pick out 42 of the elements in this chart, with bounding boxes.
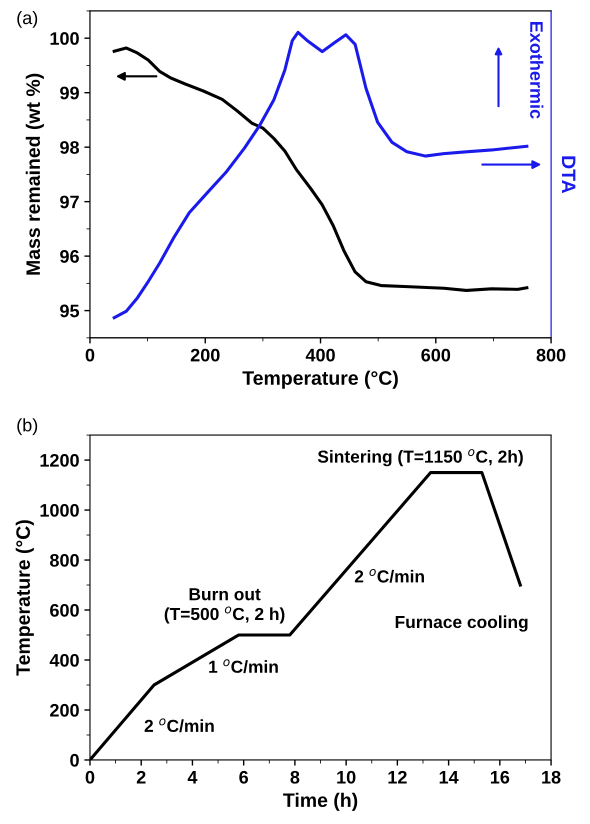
x-tick-label: 14 bbox=[440, 771, 459, 784]
x-axis-title: Time (h) bbox=[283, 792, 358, 811]
x-tick-label: 12 bbox=[388, 770, 407, 784]
x-tick-label: 16 bbox=[490, 770, 510, 784]
x-tick-label: 0 bbox=[86, 348, 94, 362]
x-tick-label: 800 bbox=[536, 348, 566, 362]
y-tick-label: 800 bbox=[50, 554, 79, 567]
annotation: 2 $^{o}$C/min bbox=[354, 568, 424, 583]
x-tick-label: 10 bbox=[337, 770, 356, 784]
x-axis-title: Temperature (°C) bbox=[242, 370, 398, 389]
y-tick-label: 95 bbox=[60, 304, 80, 318]
x-tick-label: 6 bbox=[239, 770, 248, 784]
x-tick-label: 400 bbox=[306, 348, 335, 362]
y-tick-label: 1000 bbox=[40, 504, 79, 517]
x-tick-label: 0 bbox=[86, 770, 94, 784]
y-tick-label: 1200 bbox=[40, 454, 79, 467]
x-tick-label: 4 bbox=[188, 771, 198, 784]
y-tick-label: 97 bbox=[60, 196, 79, 208]
annotation: 2 $^{o}$C/min bbox=[144, 718, 214, 732]
x-tick-label: 2 bbox=[136, 770, 146, 784]
y-tick-label: 96 bbox=[60, 250, 79, 263]
annotation: Burn out (T=500 $^{o}$C, 2 h) bbox=[164, 588, 284, 624]
annotation: Sintering (T=1150 $^{o}$C, 2h) bbox=[318, 449, 523, 466]
y-axis-title: Temperature (°C) bbox=[16, 520, 34, 676]
x-tick-label: 200 bbox=[190, 348, 220, 362]
y-tick-label: 600 bbox=[50, 604, 79, 617]
y2-axis-title: DTA bbox=[562, 156, 576, 194]
text: (b) bbox=[17, 418, 38, 436]
y-tick-label: 400 bbox=[50, 654, 79, 667]
x-tick-label: 18 bbox=[542, 770, 561, 784]
y-tick-label: 99 bbox=[60, 86, 79, 100]
x-tick-label: 8 bbox=[290, 770, 300, 784]
annotation: Exothermic bbox=[530, 22, 544, 119]
annotation: Furnace cooling bbox=[396, 615, 528, 632]
y-tick-label: 0 bbox=[70, 754, 79, 767]
text: (a) bbox=[17, 10, 38, 28]
x-tick-label: 600 bbox=[421, 348, 450, 362]
y-axis-title: Mass remained (wt %) bbox=[26, 74, 44, 275]
y-tick-label: 100 bbox=[50, 32, 79, 45]
annotation: 1 $^{o}$C/min bbox=[209, 659, 278, 674]
y-tick-label: 200 bbox=[50, 704, 79, 717]
y-tick-label: 98 bbox=[60, 141, 80, 154]
